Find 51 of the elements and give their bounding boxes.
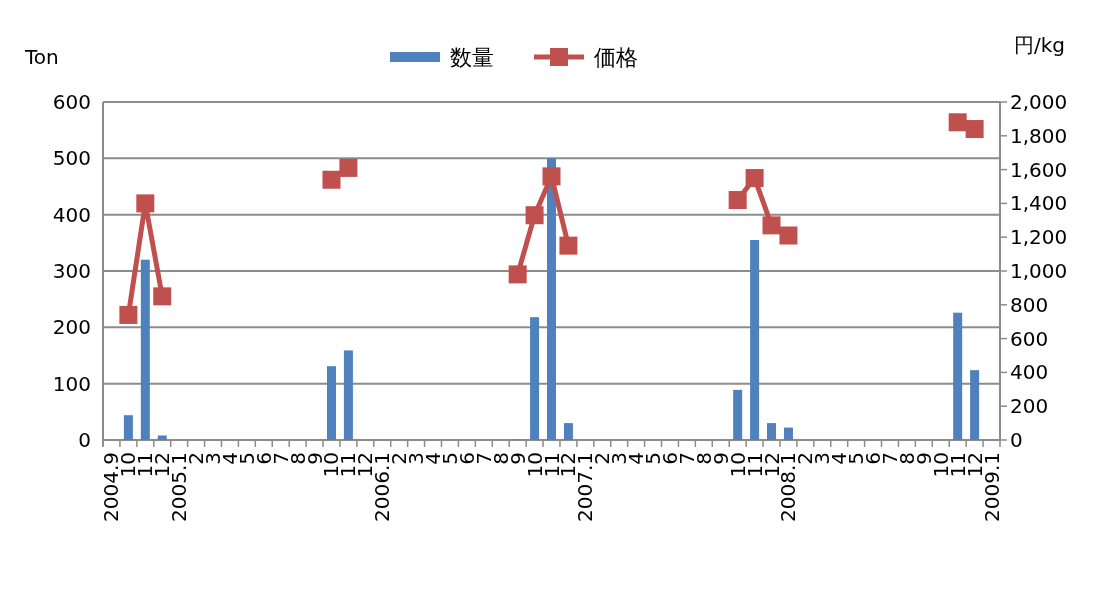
point — [508, 265, 527, 284]
y-axis-title: Ton — [24, 45, 59, 69]
point — [153, 287, 172, 306]
point — [559, 236, 578, 255]
bar — [563, 423, 573, 440]
bar — [530, 317, 540, 440]
y2-tick-label: 200 — [1010, 394, 1049, 419]
y2-tick-label: 1,400 — [1010, 191, 1068, 216]
bar — [750, 240, 760, 440]
bar — [970, 370, 980, 440]
y-tick-label: 0 — [78, 428, 91, 452]
point — [525, 206, 544, 225]
y2-tick-label: 1,000 — [1010, 259, 1068, 283]
y-tick-label: 100 — [52, 371, 91, 396]
bar — [767, 423, 777, 440]
y-tick-label: 200 — [52, 315, 91, 340]
y-tick-label: 300 — [52, 259, 91, 283]
point — [339, 158, 358, 177]
y-tick-label: 500 — [52, 146, 91, 171]
bar — [343, 350, 353, 440]
y2-tick-label: 400 — [1010, 360, 1049, 385]
y2-tick-label: 2,000 — [1010, 90, 1068, 114]
y2-tick-label: 0 — [1010, 428, 1023, 452]
y-tick-label: 400 — [52, 202, 91, 227]
legend-label: 価格 — [594, 45, 638, 70]
point — [779, 226, 798, 245]
bar — [783, 427, 793, 440]
y2-tick-label: 1,200 — [1010, 225, 1068, 250]
y2-tick-label: 600 — [1010, 326, 1049, 351]
point — [762, 216, 781, 235]
point — [965, 120, 984, 139]
point — [119, 305, 138, 324]
y2-tick-label: 1,800 — [1010, 123, 1068, 148]
bar — [953, 312, 963, 440]
point — [745, 169, 764, 188]
point — [322, 170, 341, 189]
y-tick-label: 600 — [52, 90, 91, 114]
point — [948, 113, 967, 132]
bar — [547, 158, 556, 440]
y2-axis-title: 円/kg — [1014, 33, 1066, 57]
bar — [326, 366, 336, 440]
y2-tick-label: 800 — [1010, 292, 1049, 317]
point — [542, 167, 561, 186]
point — [136, 194, 155, 213]
y2-tick-label: 1,600 — [1010, 157, 1068, 182]
bar — [157, 435, 167, 440]
bar — [123, 415, 133, 440]
point — [728, 191, 747, 210]
legend-label: 数量 — [450, 45, 494, 70]
bar — [140, 259, 150, 440]
bar — [733, 389, 743, 440]
